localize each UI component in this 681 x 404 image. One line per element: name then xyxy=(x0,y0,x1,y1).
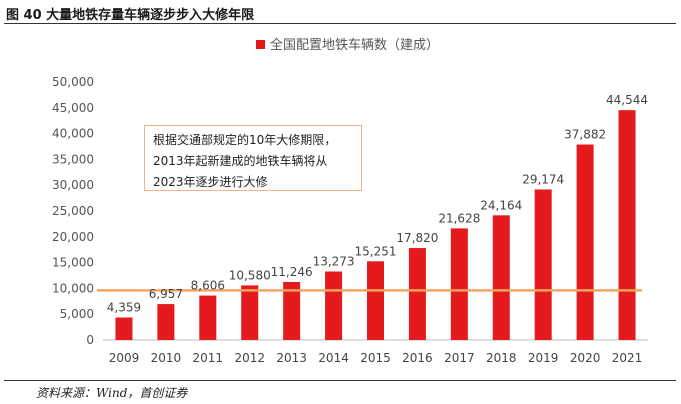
annotation-note: 根据交通部规定的10年大修期限，2013年起新建成的地铁车辆将从2023年逐步进… xyxy=(144,125,362,191)
y-tick-label: 30,000 xyxy=(52,178,94,192)
y-tick-label: 25,000 xyxy=(52,204,94,218)
x-tick-label: 2016 xyxy=(402,351,433,365)
x-tick-label: 2009 xyxy=(109,351,140,365)
data-label: 29,174 xyxy=(522,172,564,186)
x-tick-label: 2017 xyxy=(444,351,475,365)
y-tick-label: 20,000 xyxy=(52,230,94,244)
bar xyxy=(115,317,133,340)
y-tick-label: 15,000 xyxy=(52,256,94,270)
bar xyxy=(199,295,217,340)
x-tick-label: 2015 xyxy=(360,351,391,365)
x-tick-label: 2021 xyxy=(612,351,643,365)
x-tick-label: 2012 xyxy=(234,351,265,365)
title-divider xyxy=(4,23,676,24)
y-tick-label: 35,000 xyxy=(52,152,94,166)
x-tick-label: 2011 xyxy=(193,351,224,365)
x-tick-label: 2014 xyxy=(318,351,349,365)
bar xyxy=(283,281,301,340)
x-tick-label: 2018 xyxy=(486,351,517,365)
data-label: 17,820 xyxy=(396,231,438,245)
data-label: 44,544 xyxy=(606,93,648,107)
bar xyxy=(534,189,552,340)
data-label: 10,580 xyxy=(229,268,271,282)
x-axis: 2009 2010 2011 2012 2013 2014 2015 2016 2017 2018… xyxy=(103,339,648,365)
x-tick-label: 2019 xyxy=(528,351,559,365)
x-tick-label: 2020 xyxy=(570,351,601,365)
bar xyxy=(408,248,426,340)
data-label: 37,882 xyxy=(564,128,606,142)
legend-label: 全国配置地铁车辆数（建成） xyxy=(270,37,439,53)
data-label: 21,628 xyxy=(438,211,480,225)
figure-title: 图 40 大量地铁存量车辆逐步步入大修年限 xyxy=(6,8,255,23)
data-label: 6,957 xyxy=(149,287,183,301)
data-label: 8,606 xyxy=(191,279,225,293)
bar xyxy=(325,271,343,340)
bar xyxy=(618,110,636,341)
y-tick-label: 50,000 xyxy=(52,75,94,89)
bar xyxy=(492,215,510,340)
bar xyxy=(450,228,468,340)
bar xyxy=(367,261,384,340)
source-divider xyxy=(4,380,676,381)
bar xyxy=(576,144,594,340)
y-tick-label: 45,000 xyxy=(52,101,94,115)
data-label: 24,164 xyxy=(480,198,522,212)
legend-swatch xyxy=(256,40,265,49)
bar xyxy=(157,304,175,340)
source-note: 资料来源：Wind，首创证券 xyxy=(36,386,188,400)
data-label: 4,359 xyxy=(107,301,141,315)
legend: 全国配置地铁车辆数（建成） xyxy=(256,37,439,53)
y-tick-label: 40,000 xyxy=(52,127,94,141)
x-tick-label: 2013 xyxy=(276,351,307,365)
x-tick-label: 2010 xyxy=(151,351,182,365)
y-axis: 0 5,000 10,000 15,000 20,000 25,000 30,000 35,0… xyxy=(52,75,94,347)
y-tick-label: 5,000 xyxy=(60,307,94,321)
data-label: 13,273 xyxy=(313,255,355,269)
data-label: 11,246 xyxy=(271,265,313,279)
data-labels: 4,359 6,957 8,606 10,580 11,24613,27315,2511… xyxy=(107,93,648,314)
data-label: 15,251 xyxy=(355,244,397,258)
y-tick-label: 10,000 xyxy=(52,281,94,295)
y-tick-label: 0 xyxy=(86,333,94,347)
bar xyxy=(241,285,259,340)
